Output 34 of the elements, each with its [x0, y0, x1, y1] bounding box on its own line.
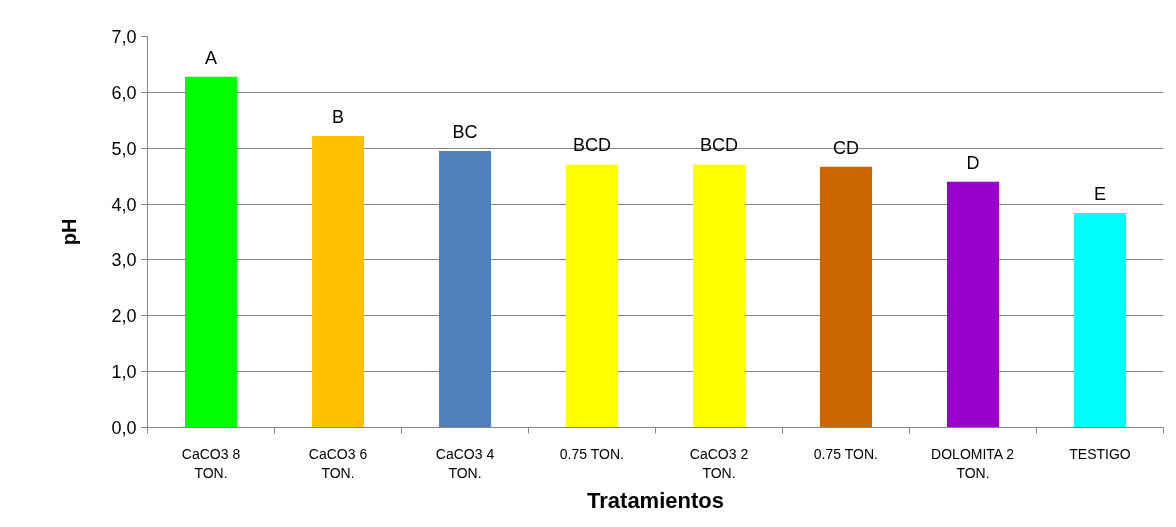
x-tick-label: 0.75 TON. [559, 445, 624, 462]
x-tick-label: CaCO3 4 TON. [435, 445, 495, 481]
x-axis-title: Tratamientos [587, 487, 724, 513]
data-label: BC [452, 122, 478, 143]
bar [946, 181, 1000, 428]
y-tick-label: 4,0 [111, 194, 137, 215]
y-tick-label: 3,0 [111, 250, 137, 271]
y-tick-label: 5,0 [111, 138, 137, 159]
x-tick-label: DOLOMITA 2 TON. [931, 445, 1015, 481]
bar [565, 164, 619, 428]
bar [311, 135, 365, 428]
y-tick-label: 1,0 [111, 362, 137, 383]
y-tick-label: 6,0 [111, 82, 137, 103]
x-tick-label: CaCO3 2 TON. [689, 445, 749, 481]
data-label: BCD [700, 135, 739, 156]
y-axis-title: pH [58, 218, 81, 246]
bar [438, 151, 492, 428]
bar [184, 76, 238, 428]
y-tick-label: 0,0 [111, 418, 137, 438]
data-label: CD [833, 137, 859, 158]
data-label: D [966, 152, 980, 173]
data-label: A [205, 47, 218, 68]
x-tick-label: CaCO3 8 TON. [181, 445, 241, 481]
y-tick-label: 2,0 [111, 306, 137, 327]
x-tick-label: TESTIGO [1069, 445, 1131, 462]
x-tick-label: CaCO3 6 TON. [308, 445, 368, 481]
data-label: BCD [573, 135, 612, 156]
y-tick-label: 7,0 [111, 27, 137, 47]
bar [692, 164, 746, 428]
data-label: B [332, 106, 345, 127]
data-label: E [1094, 184, 1107, 205]
bar [819, 166, 873, 428]
x-tick-label: 0.75 TON. [813, 445, 878, 462]
bar [1073, 213, 1127, 428]
